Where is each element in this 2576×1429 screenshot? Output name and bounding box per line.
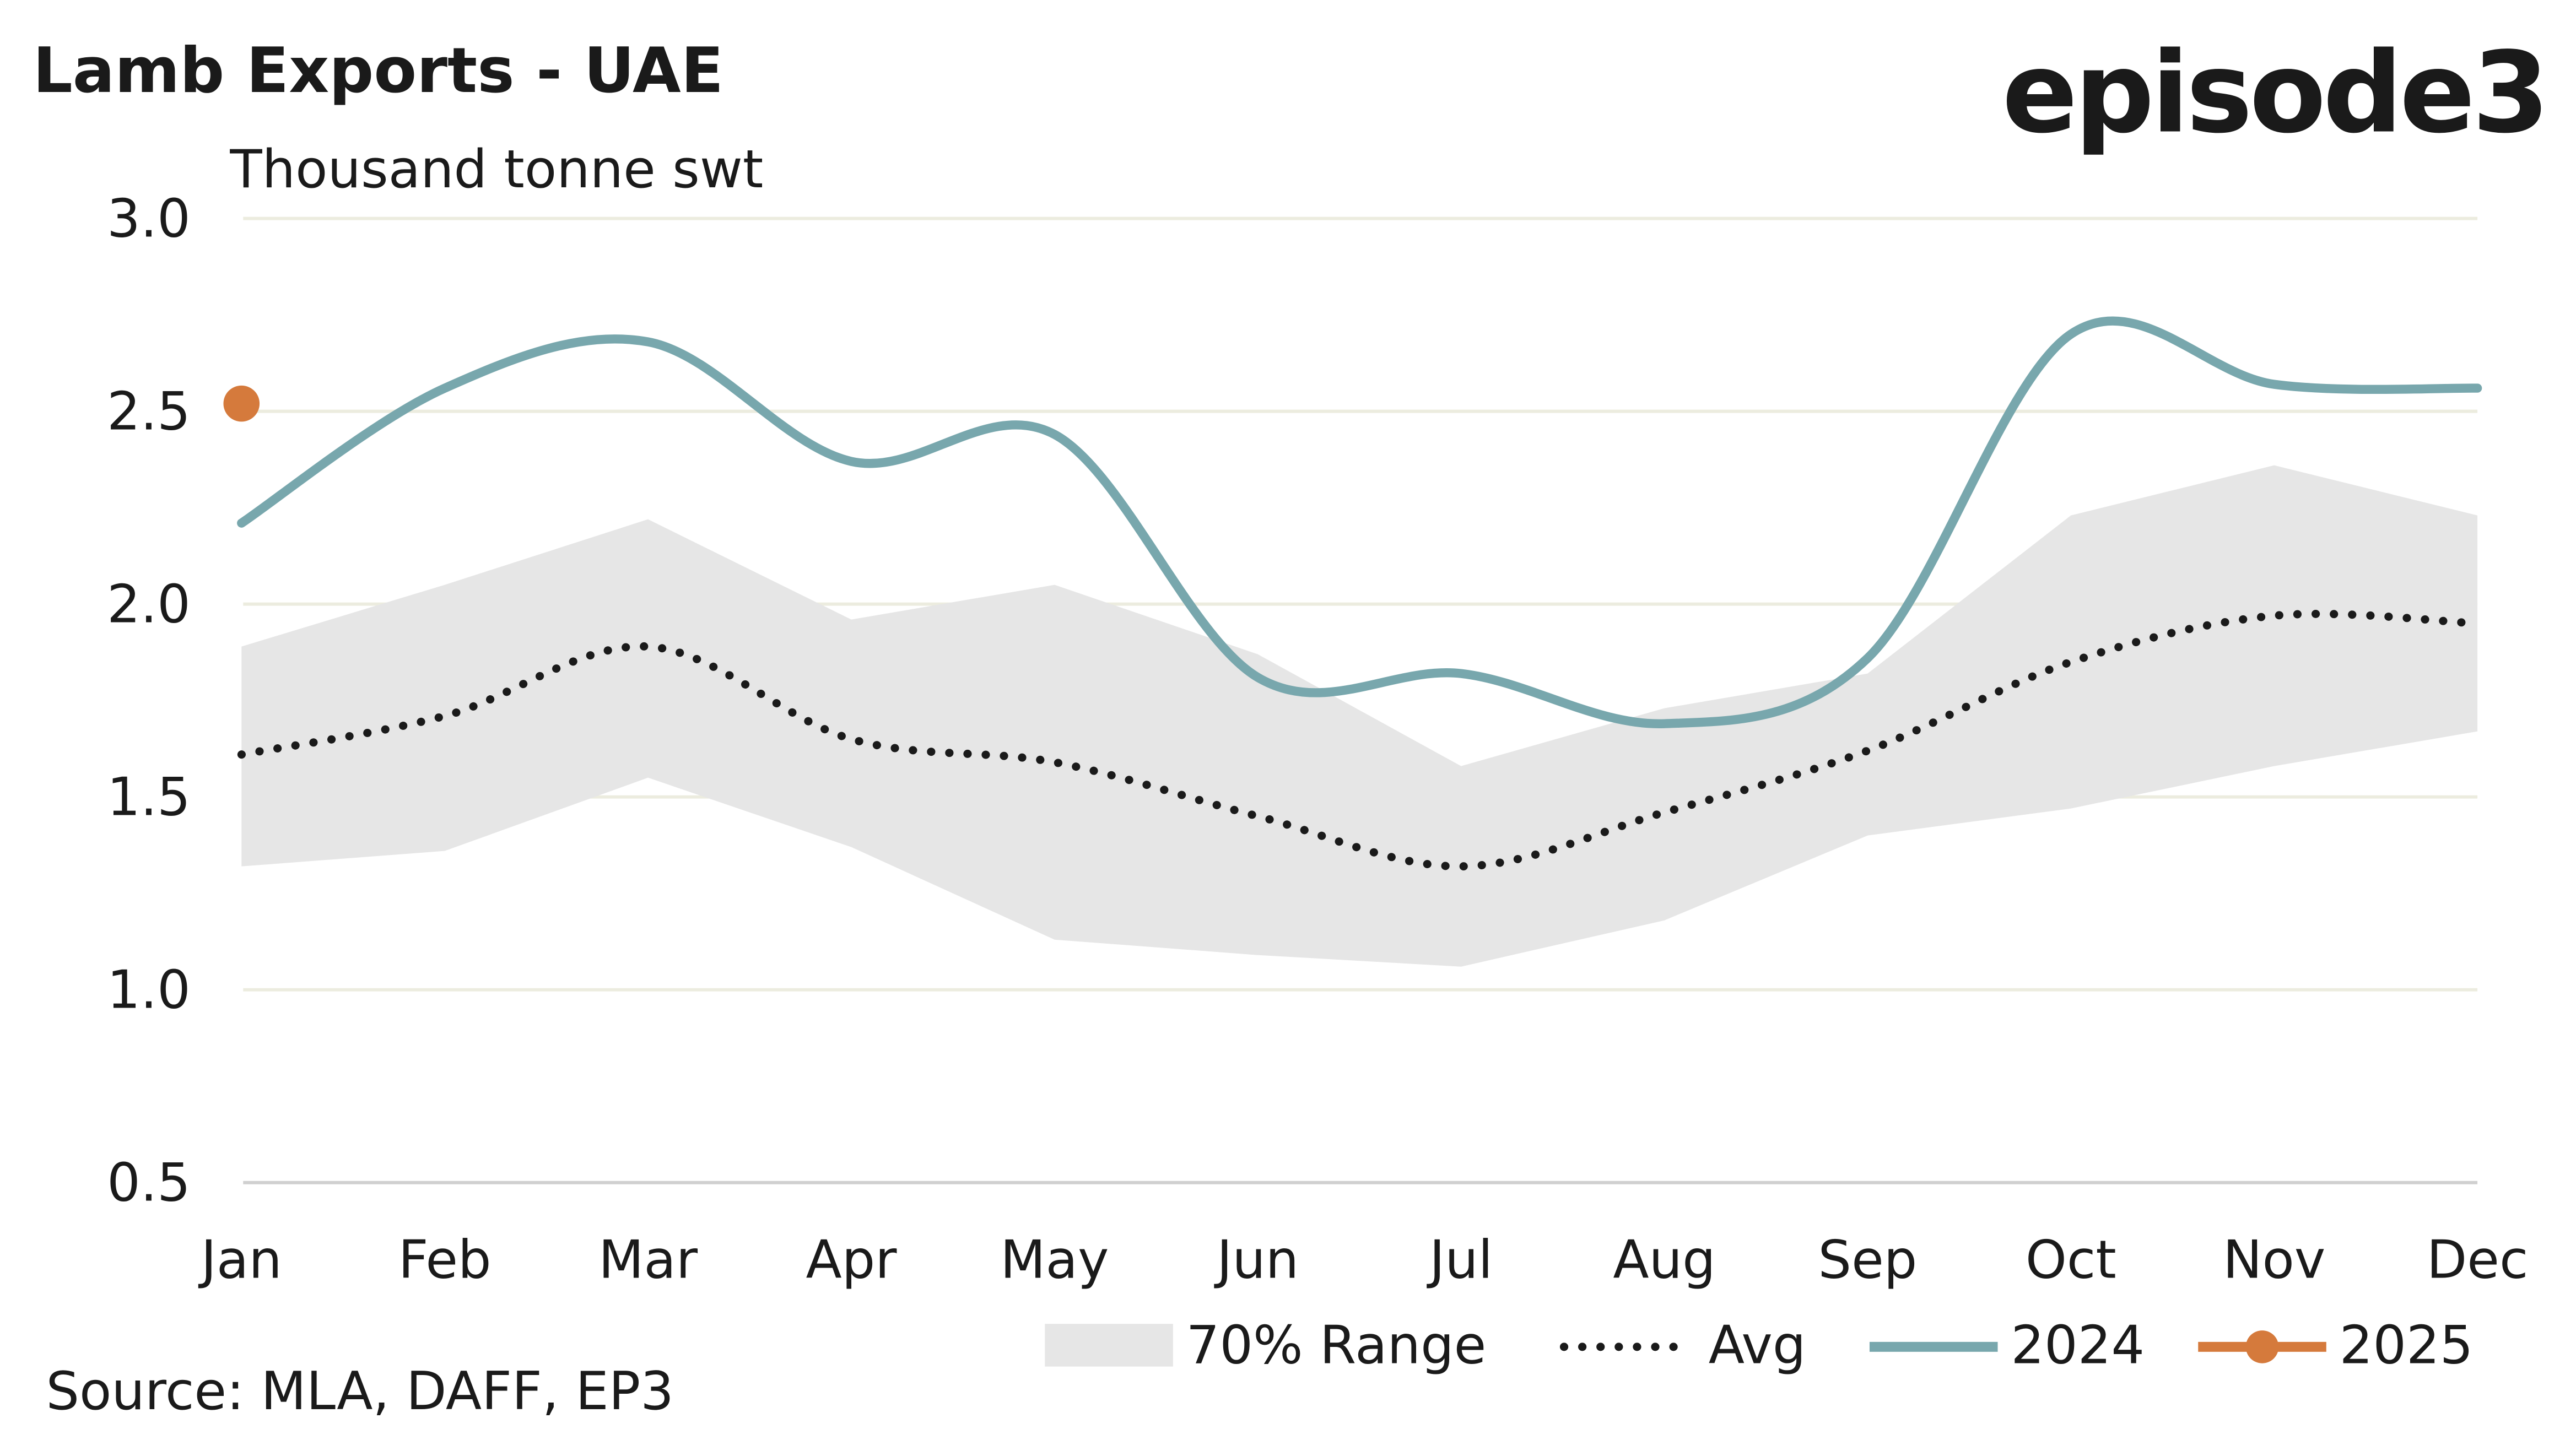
x-tick-label: Jul bbox=[1427, 1230, 1493, 1291]
legend-marker-2025 bbox=[2245, 1330, 2279, 1363]
x-tick-label: Feb bbox=[398, 1230, 492, 1291]
legend: 70% Range Avg 2024 2025 bbox=[1045, 1315, 2473, 1376]
source-note: Source: MLA, DAFF, EP3 bbox=[46, 1361, 674, 1422]
line-2024 bbox=[237, 316, 2482, 728]
line-avg bbox=[237, 609, 2482, 871]
x-tick-label: Nov bbox=[2223, 1230, 2325, 1291]
x-tick-label: Apr bbox=[806, 1230, 897, 1291]
x-tick-label: Mar bbox=[598, 1230, 698, 1291]
legend-label-2025: 2025 bbox=[2340, 1315, 2474, 1376]
y-tick-label: 3.0 bbox=[107, 188, 191, 249]
legend-label-range: 70% Range bbox=[1186, 1315, 1487, 1376]
point-2025 bbox=[223, 385, 260, 422]
logo: episode3 bbox=[2002, 28, 2546, 158]
legend-label-2024: 2024 bbox=[2011, 1315, 2145, 1376]
legend-swatch-range bbox=[1045, 1324, 1173, 1367]
x-tick-label: Aug bbox=[1613, 1230, 1715, 1291]
range-band bbox=[241, 465, 2478, 967]
x-tick-label: Sep bbox=[1818, 1230, 1918, 1291]
x-tick-label: Dec bbox=[2427, 1230, 2529, 1291]
x-tick-label: Jun bbox=[1214, 1230, 1299, 1291]
y-tick-label: 1.5 bbox=[107, 766, 191, 827]
y-axis-label: Thousand tonne swt bbox=[229, 139, 763, 200]
y-tick-label: 0.5 bbox=[107, 1152, 191, 1214]
y-tick-label: 2.5 bbox=[107, 381, 191, 442]
x-tick-label: Oct bbox=[2026, 1230, 2116, 1291]
chart-title: Lamb Exports - UAE bbox=[33, 34, 723, 107]
legend-label-avg: Avg bbox=[1709, 1315, 1806, 1376]
x-tick-label: May bbox=[1000, 1230, 1109, 1291]
y-tick-label: 2.0 bbox=[107, 573, 191, 635]
y-tick-label: 1.0 bbox=[107, 959, 191, 1020]
x-tick-label: Jan bbox=[198, 1230, 282, 1291]
